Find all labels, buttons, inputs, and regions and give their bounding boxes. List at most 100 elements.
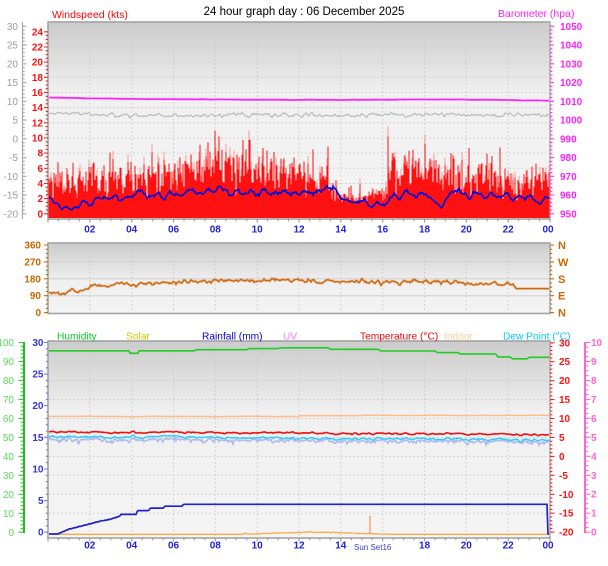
svg-text:1000: 1000 bbox=[560, 116, 583, 127]
svg-text:2: 2 bbox=[591, 490, 597, 501]
svg-text:02: 02 bbox=[84, 541, 96, 552]
svg-text:1020: 1020 bbox=[560, 78, 583, 89]
svg-text:02: 02 bbox=[84, 225, 96, 236]
svg-text:24 hour graph day : 06 Decembe: 24 hour graph day : 06 December 2025 bbox=[204, 6, 405, 18]
svg-text:22: 22 bbox=[503, 225, 515, 236]
svg-text:90: 90 bbox=[30, 291, 42, 302]
svg-text:10: 10 bbox=[252, 541, 264, 552]
svg-text:40: 40 bbox=[3, 452, 15, 463]
svg-text:12: 12 bbox=[293, 225, 305, 236]
svg-text:10: 10 bbox=[32, 134, 44, 145]
svg-text:00: 00 bbox=[542, 225, 554, 236]
svg-text:30: 30 bbox=[32, 338, 44, 349]
svg-text:15: 15 bbox=[7, 78, 19, 89]
svg-text:0: 0 bbox=[35, 308, 41, 319]
svg-text:0: 0 bbox=[38, 528, 44, 539]
svg-text:N: N bbox=[558, 240, 566, 252]
svg-text:10: 10 bbox=[559, 414, 571, 425]
svg-text:6: 6 bbox=[591, 414, 597, 425]
svg-text:0: 0 bbox=[12, 134, 18, 145]
svg-text:90: 90 bbox=[3, 357, 15, 368]
svg-text:1010: 1010 bbox=[560, 97, 583, 108]
svg-text:7: 7 bbox=[591, 395, 597, 406]
svg-text:20: 20 bbox=[461, 225, 473, 236]
svg-text:22: 22 bbox=[503, 541, 515, 552]
svg-text:990: 990 bbox=[560, 134, 577, 145]
svg-text:W: W bbox=[558, 257, 569, 269]
svg-text:100: 100 bbox=[0, 338, 14, 349]
svg-text:00: 00 bbox=[542, 541, 554, 552]
svg-text:980: 980 bbox=[560, 153, 577, 164]
svg-text:1: 1 bbox=[591, 509, 597, 520]
svg-text:Indoor: Indoor bbox=[444, 332, 473, 343]
svg-text:Humidity: Humidity bbox=[57, 332, 98, 343]
svg-text:4: 4 bbox=[591, 452, 597, 463]
svg-text:6: 6 bbox=[37, 164, 43, 175]
svg-text:20: 20 bbox=[3, 490, 15, 501]
svg-text:10: 10 bbox=[7, 97, 19, 108]
svg-text:5: 5 bbox=[591, 433, 597, 444]
svg-text:20: 20 bbox=[461, 541, 473, 552]
svg-text:70: 70 bbox=[3, 395, 15, 406]
svg-text:360: 360 bbox=[24, 241, 41, 252]
svg-text:15: 15 bbox=[559, 395, 571, 406]
svg-text:0: 0 bbox=[559, 452, 565, 463]
svg-text:3: 3 bbox=[591, 471, 597, 482]
svg-text:0: 0 bbox=[37, 209, 43, 220]
svg-text:1030: 1030 bbox=[560, 59, 583, 70]
svg-text:06: 06 bbox=[168, 225, 180, 236]
svg-text:20: 20 bbox=[32, 401, 44, 412]
svg-text:-10: -10 bbox=[4, 172, 19, 183]
svg-text:Sun Set16: Sun Set16 bbox=[354, 543, 392, 552]
svg-text:970: 970 bbox=[560, 172, 577, 183]
svg-text:0: 0 bbox=[8, 528, 14, 539]
svg-text:S: S bbox=[558, 274, 565, 286]
svg-text:60: 60 bbox=[3, 414, 15, 425]
svg-text:25: 25 bbox=[559, 357, 571, 368]
svg-text:Temperature (°C): Temperature (°C) bbox=[360, 332, 438, 343]
svg-text:270: 270 bbox=[24, 257, 41, 268]
svg-text:5: 5 bbox=[12, 116, 18, 127]
svg-text:30: 30 bbox=[3, 471, 15, 482]
svg-text:Windspeed (kts): Windspeed (kts) bbox=[52, 9, 128, 21]
svg-text:04: 04 bbox=[126, 225, 138, 236]
svg-text:18: 18 bbox=[32, 73, 44, 84]
svg-text:04: 04 bbox=[126, 541, 138, 552]
svg-text:12: 12 bbox=[293, 541, 305, 552]
svg-text:UV: UV bbox=[283, 332, 297, 343]
svg-text:14: 14 bbox=[32, 103, 44, 114]
svg-text:-15: -15 bbox=[4, 191, 19, 202]
svg-text:-15: -15 bbox=[559, 509, 574, 520]
svg-text:10: 10 bbox=[32, 465, 44, 476]
svg-text:30: 30 bbox=[7, 22, 19, 33]
svg-text:12: 12 bbox=[32, 118, 44, 129]
svg-text:06: 06 bbox=[168, 541, 180, 552]
svg-text:14: 14 bbox=[335, 225, 347, 236]
svg-text:0: 0 bbox=[591, 528, 597, 539]
svg-text:E: E bbox=[558, 291, 565, 303]
svg-text:10: 10 bbox=[3, 509, 15, 520]
svg-text:1040: 1040 bbox=[560, 41, 583, 52]
svg-text:15: 15 bbox=[32, 433, 44, 444]
svg-text:25: 25 bbox=[7, 41, 19, 52]
svg-text:16: 16 bbox=[377, 225, 389, 236]
svg-text:Solar: Solar bbox=[126, 332, 150, 343]
svg-text:-20: -20 bbox=[4, 209, 19, 220]
svg-text:1050: 1050 bbox=[560, 22, 583, 33]
svg-text:08: 08 bbox=[210, 225, 222, 236]
svg-text:950: 950 bbox=[560, 209, 577, 220]
svg-text:Barometer (hpa): Barometer (hpa) bbox=[498, 8, 574, 20]
svg-text:22: 22 bbox=[32, 43, 44, 54]
svg-text:-5: -5 bbox=[9, 153, 18, 164]
svg-text:4: 4 bbox=[37, 179, 43, 190]
svg-text:18: 18 bbox=[419, 541, 431, 552]
svg-text:-20: -20 bbox=[559, 528, 574, 539]
svg-text:8: 8 bbox=[37, 149, 43, 160]
svg-text:20: 20 bbox=[559, 376, 571, 387]
svg-text:25: 25 bbox=[32, 370, 44, 381]
svg-text:Rainfall (mm): Rainfall (mm) bbox=[202, 332, 263, 343]
svg-text:14: 14 bbox=[335, 541, 347, 552]
svg-text:180: 180 bbox=[24, 274, 41, 285]
svg-text:08: 08 bbox=[210, 541, 222, 552]
svg-text:5: 5 bbox=[559, 433, 565, 444]
